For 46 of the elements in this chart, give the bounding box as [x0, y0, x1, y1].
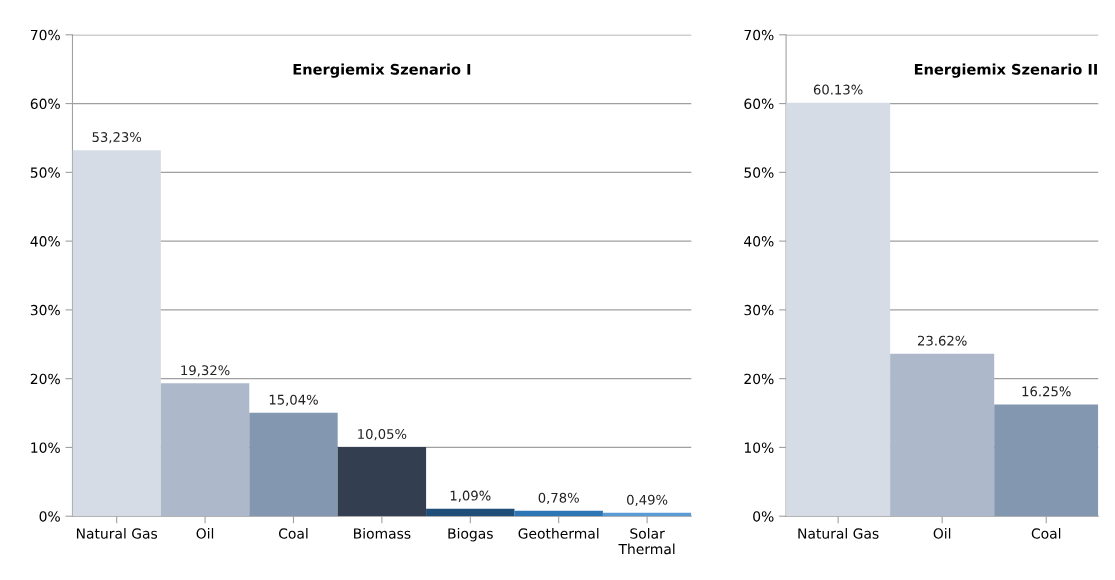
data-label: 53,23%: [92, 132, 142, 144]
data-label: 0,78%: [538, 492, 579, 505]
x-tick-label: Natural Gas: [76, 528, 158, 539]
y-tick-label: 60%: [30, 98, 60, 110]
bar: [72, 150, 161, 517]
y-tick-label: 20%: [30, 373, 60, 385]
bar: [426, 508, 515, 517]
x-tick-label: Coal: [1031, 528, 1061, 539]
text: Energiemix Szenario II: [914, 63, 1097, 78]
bar: [337, 447, 427, 517]
data-label: 16.25%: [1022, 386, 1071, 397]
data-label: 19,32%: [181, 365, 230, 377]
x-tick-label: Oil: [933, 528, 951, 539]
x-tick-label: Coal: [278, 528, 308, 539]
data-label: 60.13%: [813, 84, 863, 95]
bar: [994, 404, 1099, 517]
x-tick-label: Biomass: [354, 528, 411, 539]
y-tick-label: 10%: [744, 442, 774, 453]
y-tick-label: 70%: [30, 29, 60, 41]
y-tick-label: 40%: [744, 236, 774, 247]
x-tick-label: Geothermal: [518, 528, 599, 539]
data-label: 0,49%: [627, 494, 668, 507]
y-tick-label: 30%: [30, 304, 60, 316]
text: Energiemix Szenario I: [293, 63, 471, 78]
bar: [890, 353, 995, 517]
y-tick-label: 20%: [744, 373, 774, 385]
y-tick-label: 10%: [31, 442, 60, 453]
data-label: 1,09%: [450, 490, 491, 502]
data-label: 10,05%: [358, 428, 407, 441]
y-tick-label: 40%: [30, 236, 60, 247]
x-tick-label: Biogas: [448, 528, 493, 542]
y-tick-label: 30%: [744, 304, 774, 316]
x-tick-label: Natural Gas: [798, 528, 879, 539]
x-tick-label: Solar Thermal: [618, 528, 675, 555]
bar: [160, 383, 250, 517]
bar: [249, 412, 338, 517]
y-tick-label: 0%: [753, 511, 774, 522]
y-tick-label: 50%: [30, 167, 60, 178]
y-tick-label: 0%: [39, 511, 60, 522]
data-label: 23.62%: [917, 335, 967, 346]
x-tick-label: Oil: [196, 528, 214, 539]
y-tick-label: 70%: [744, 29, 774, 41]
y-tick-label: 50%: [744, 167, 774, 178]
bar: [514, 510, 603, 517]
y-tick-label: 60%: [744, 98, 774, 110]
data-label: 15,04%: [269, 394, 318, 406]
